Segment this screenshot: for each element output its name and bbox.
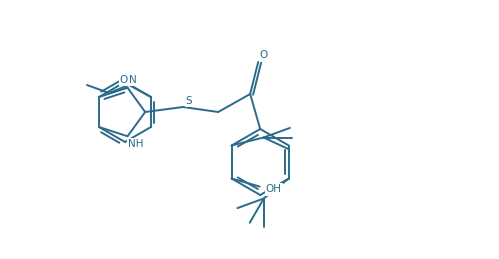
Text: S: S [186,96,193,106]
Text: NH: NH [128,139,143,149]
Text: O: O [259,50,267,60]
Text: O: O [120,75,128,85]
Text: OH: OH [265,184,281,195]
Text: N: N [129,75,136,85]
